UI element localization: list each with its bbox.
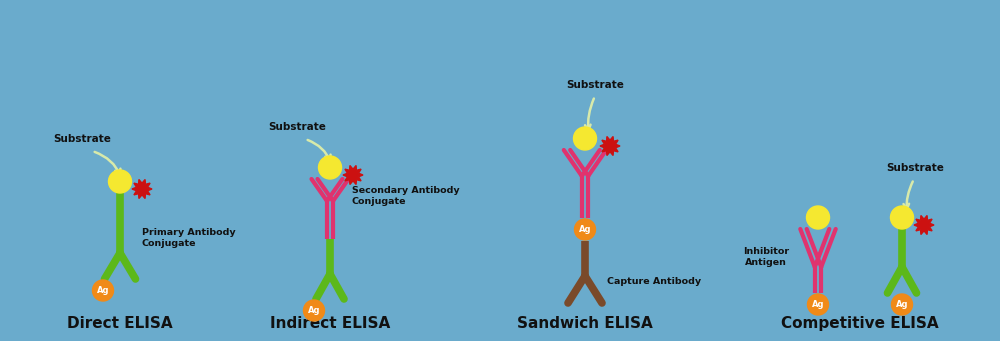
Text: Ag: Ag	[579, 225, 591, 234]
Circle shape	[92, 280, 114, 301]
Text: Substrate: Substrate	[53, 134, 111, 144]
Text: Substrate: Substrate	[566, 80, 624, 90]
Polygon shape	[132, 179, 152, 198]
Text: Direct ELISA: Direct ELISA	[67, 316, 173, 331]
Circle shape	[574, 219, 596, 240]
Circle shape	[892, 294, 912, 315]
Text: Primary Antibody
Conjugate: Primary Antibody Conjugate	[142, 227, 236, 248]
Text: Sandwich ELISA: Sandwich ELISA	[517, 316, 653, 331]
Circle shape	[303, 300, 324, 321]
Text: Ag: Ag	[896, 300, 908, 309]
Circle shape	[108, 170, 132, 193]
Polygon shape	[600, 136, 620, 155]
Text: Capture Antibody: Capture Antibody	[607, 277, 701, 285]
Text: Substrate: Substrate	[886, 163, 944, 173]
Circle shape	[318, 156, 342, 179]
Text: Indirect ELISA: Indirect ELISA	[270, 316, 390, 331]
Text: Competitive ELISA: Competitive ELISA	[781, 316, 939, 331]
Circle shape	[574, 127, 596, 150]
Text: Substrate: Substrate	[268, 122, 326, 132]
Text: Ag: Ag	[308, 306, 320, 315]
Text: Secondary Antibody
Conjugate: Secondary Antibody Conjugate	[352, 186, 460, 206]
Polygon shape	[343, 165, 363, 184]
Circle shape	[806, 206, 830, 229]
Text: Ag: Ag	[812, 300, 824, 309]
Text: Inhibitor
Antigen: Inhibitor Antigen	[743, 247, 789, 267]
Circle shape	[808, 294, 828, 315]
Circle shape	[891, 206, 914, 229]
Polygon shape	[914, 216, 934, 235]
Text: Ag: Ag	[97, 286, 109, 295]
